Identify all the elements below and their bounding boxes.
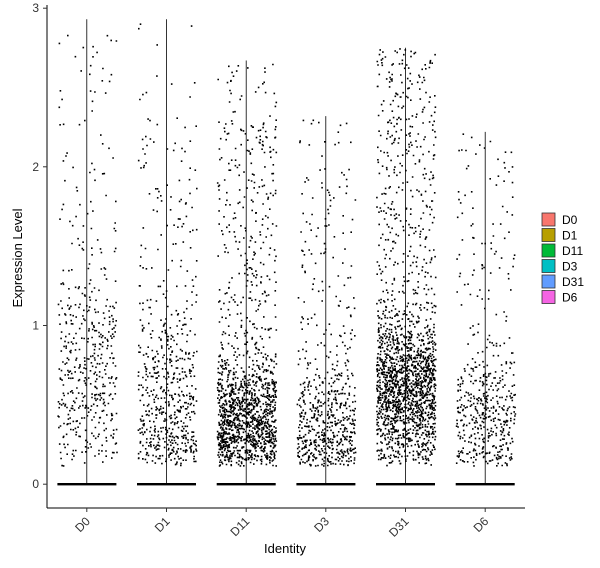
x-tick-label-D6: D6: [471, 514, 492, 535]
y-tick-label-0: 0: [32, 477, 39, 491]
jitter-points-D0: [57, 34, 118, 467]
points-layer: [57, 23, 517, 486]
legend-label-D3: D3: [562, 260, 578, 274]
y-tick-label-1: 1: [32, 319, 39, 333]
x-ticks: D0 D1 D11 D3 D31 D6: [72, 508, 492, 540]
jitter-points-D3: [296, 119, 357, 467]
jitter-points-D11: [216, 63, 278, 467]
y-tick-label-2: 2: [32, 160, 39, 174]
y-tick-label-3: 3: [32, 1, 39, 15]
axes-layer: [46, 5, 525, 509]
violin-lines-layer: [86, 19, 486, 485]
legend-key-D11: [541, 243, 556, 258]
legend-label-D31: D31: [562, 275, 584, 289]
series-D31: [376, 48, 437, 486]
legend-key-D31: [541, 274, 556, 289]
y-axis-title: Expression Level: [10, 208, 25, 307]
x-tick-label-D31: D31: [386, 514, 412, 540]
jitter-points-D31: [376, 48, 437, 467]
legend-key-D6: [541, 290, 556, 304]
legend-label-D0: D0: [562, 213, 578, 227]
x-axis-title: Identity: [264, 541, 306, 556]
x-tick-label-D1: D1: [152, 514, 173, 535]
x-tick-label-D0: D0: [72, 514, 93, 535]
jitter-points-D1: [137, 23, 198, 467]
jitter-points-D6: [455, 133, 517, 467]
series-D3: [296, 119, 357, 486]
series-D0: [57, 34, 118, 486]
legend-label-D1: D1: [562, 229, 578, 243]
series-D6: [455, 133, 517, 486]
x-tick-label-D3: D3: [311, 514, 332, 535]
series-D1: [137, 23, 198, 486]
x-tick-label-D11: D11: [227, 514, 252, 539]
series-D11: [216, 63, 278, 486]
legend-key-D1: [541, 228, 556, 242]
legend-key-D0: [541, 212, 556, 227]
legend-key-D3: [541, 259, 556, 273]
y-ticks: 0 1 2 3: [32, 1, 47, 491]
legend-label-D6: D6: [562, 291, 578, 305]
legend-label-D11: D11: [562, 244, 583, 258]
